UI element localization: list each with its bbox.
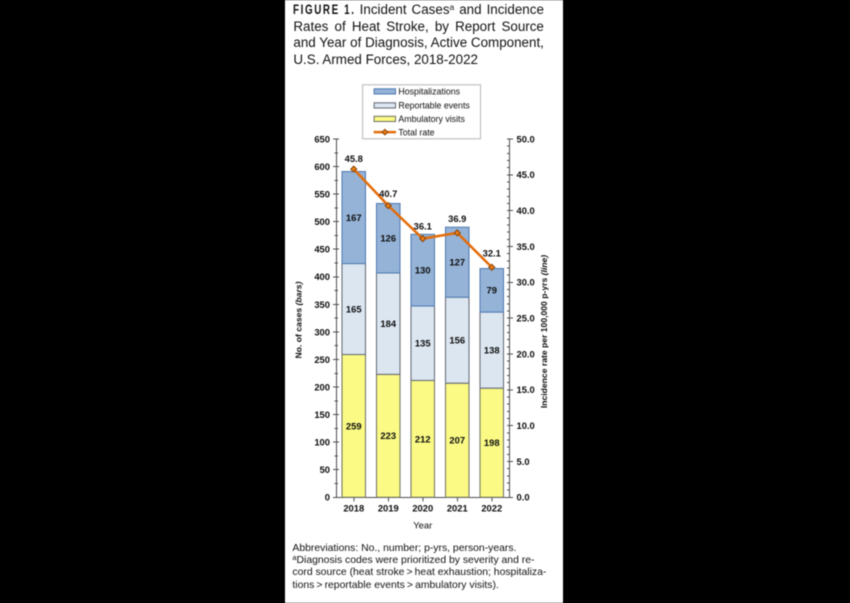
svg-text:200: 200	[314, 382, 330, 393]
svg-text:35.0: 35.0	[517, 241, 535, 252]
svg-text:36.9: 36.9	[448, 213, 466, 224]
svg-text:36.1: 36.1	[414, 220, 432, 231]
svg-text:50: 50	[320, 464, 330, 475]
svg-text:40.0: 40.0	[517, 205, 535, 216]
svg-text:184: 184	[380, 318, 396, 329]
svg-text:50.0: 50.0	[517, 133, 535, 144]
svg-text:150: 150	[314, 409, 330, 420]
svg-text:223: 223	[380, 430, 396, 441]
svg-text:25.0: 25.0	[517, 313, 535, 324]
svg-text:400: 400	[314, 271, 330, 282]
svg-text:650: 650	[314, 133, 330, 144]
svg-text:Year: Year	[413, 520, 432, 531]
svg-text:165: 165	[346, 304, 362, 315]
svg-text:45.8: 45.8	[345, 153, 363, 164]
svg-text:0.0: 0.0	[517, 492, 530, 503]
svg-text:600: 600	[314, 161, 330, 172]
svg-text:30.0: 30.0	[517, 277, 535, 288]
svg-text:2021: 2021	[447, 502, 468, 513]
svg-text:20.0: 20.0	[517, 348, 535, 359]
svg-text:2020: 2020	[412, 502, 433, 513]
svg-text:207: 207	[449, 435, 465, 446]
svg-text:79: 79	[487, 285, 497, 296]
svg-text:130: 130	[415, 265, 431, 276]
svg-text:Total rate: Total rate	[398, 127, 434, 137]
svg-text:198: 198	[484, 437, 500, 448]
svg-text:259: 259	[346, 420, 362, 431]
svg-text:2018: 2018	[343, 502, 364, 513]
svg-text:15.0: 15.0	[517, 384, 535, 395]
svg-text:450: 450	[314, 244, 330, 255]
svg-text:250: 250	[314, 354, 330, 365]
svg-text:10.0: 10.0	[517, 420, 535, 431]
svg-text:500: 500	[314, 216, 330, 227]
svg-text:126: 126	[380, 233, 396, 244]
svg-text:40.7: 40.7	[379, 188, 397, 199]
svg-text:212: 212	[415, 433, 431, 444]
svg-text:127: 127	[449, 257, 465, 268]
svg-text:350: 350	[314, 299, 330, 310]
svg-text:138: 138	[484, 345, 500, 356]
svg-text:2022: 2022	[481, 502, 502, 513]
svg-text:100: 100	[314, 437, 330, 448]
svg-text:Reportable events: Reportable events	[398, 101, 470, 111]
svg-text:5.0: 5.0	[517, 456, 530, 467]
svg-text:0: 0	[325, 492, 330, 503]
svg-text:45.0: 45.0	[517, 169, 535, 180]
svg-text:Ambulatory visits: Ambulatory visits	[398, 114, 465, 124]
svg-text:167: 167	[346, 212, 362, 223]
svg-text:Incidence rate per 100,000 p-y: Incidence rate per 100,000 p-yrs (line)	[539, 255, 549, 408]
svg-text:135: 135	[415, 338, 431, 349]
svg-text:550: 550	[314, 189, 330, 200]
svg-text:No. of cases (bars): No. of cases (bars)	[293, 281, 303, 358]
svg-text:2019: 2019	[378, 502, 399, 513]
svg-text:32.1: 32.1	[483, 247, 501, 258]
svg-text:156: 156	[449, 335, 465, 346]
svg-text:300: 300	[314, 326, 330, 337]
svg-text:Hospitalizations: Hospitalizations	[398, 87, 460, 97]
